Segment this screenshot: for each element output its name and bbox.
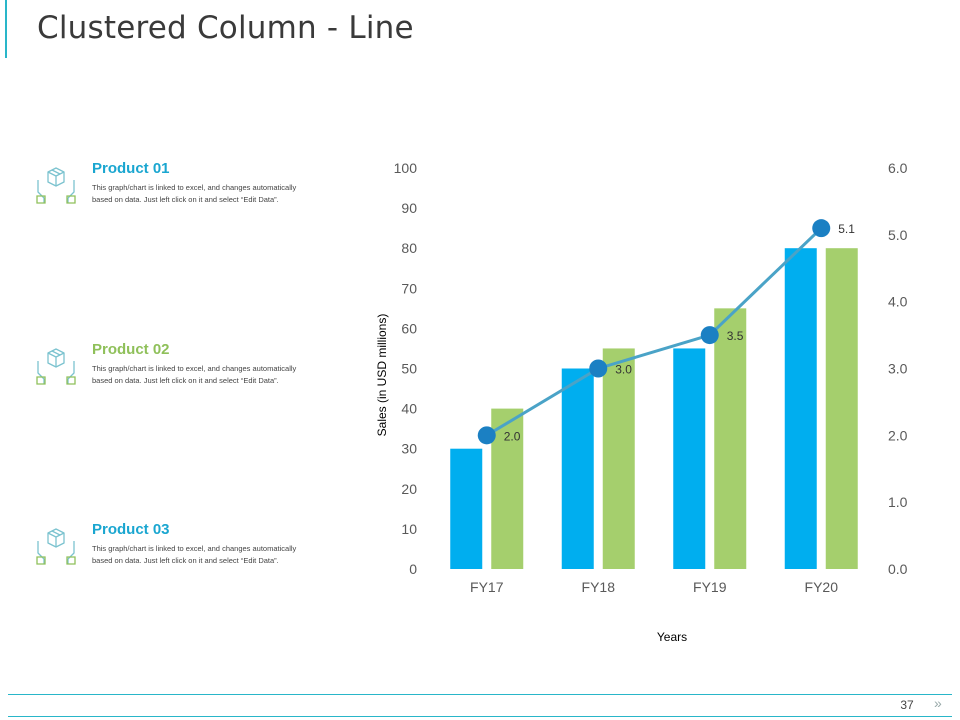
y2-tick-label: 3.0 (888, 361, 908, 377)
y2-tick-label: 5.0 (888, 227, 908, 243)
y-tick-label: 50 (401, 361, 417, 377)
footer-divider-bottom (8, 716, 952, 717)
title-accent-bar (5, 0, 7, 58)
bar-2-fy17 (491, 408, 524, 569)
box-in-hands-icon (36, 528, 76, 565)
chart-line-series: 2.0 3.0 3.5 5.1 (477, 219, 855, 445)
y2-tick-label: 6.0 (888, 160, 908, 176)
x-axis-ticks: FY17 FY18 FY19 FY20 (470, 579, 838, 595)
product-name: Product 01 (92, 160, 170, 177)
box-in-hands-icon (36, 167, 76, 204)
line-point-fy18 (589, 359, 608, 378)
product-description: This graph/chart is linked to excel, and… (92, 364, 297, 385)
y-tick-label: 30 (401, 441, 417, 457)
product-name: Product 02 (92, 341, 170, 358)
left-axis-ticks: 0 10 20 30 40 50 60 70 80 90 100 (394, 160, 418, 577)
x-axis-label: Years (657, 630, 687, 644)
bar-1-fy20 (784, 248, 817, 569)
product-description: This graph/chart is linked to excel, and… (92, 544, 297, 565)
product-description: This graph/chart is linked to excel, and… (92, 183, 297, 204)
bar-1-fy19 (673, 348, 706, 569)
bar-1-fy17 (450, 448, 483, 569)
page-number: 37 (900, 698, 914, 712)
box-in-hands-icon (36, 348, 76, 385)
y2-tick-label: 1.0 (888, 494, 908, 510)
bar-2-fy19 (714, 308, 747, 569)
x-tick-label: FY19 (693, 579, 727, 595)
bar-2-fy20 (825, 248, 858, 569)
y-tick-label: 70 (401, 280, 417, 296)
data-label: 3.5 (727, 329, 744, 343)
y2-tick-label: 4.0 (888, 294, 908, 310)
y-tick-label: 100 (394, 160, 418, 176)
product-name: Product 03 (92, 521, 170, 538)
y-tick-label: 60 (401, 320, 417, 336)
line-point-fy19 (700, 326, 719, 345)
y-tick-label: 20 (401, 481, 417, 497)
y-tick-label: 40 (401, 401, 417, 417)
y-tick-label: 0 (409, 561, 417, 577)
x-tick-label: FY18 (582, 579, 616, 595)
x-tick-label: FY17 (470, 579, 504, 595)
y-tick-label: 10 (401, 521, 417, 537)
chart-bars (450, 248, 858, 569)
y-tick-label: 80 (401, 240, 417, 256)
y-axis-label: Sales (in USD millions) (375, 314, 389, 437)
right-axis-ticks: 0.0 1.0 2.0 3.0 4.0 5.0 6.0 (888, 160, 908, 577)
y2-tick-label: 2.0 (888, 427, 908, 443)
y2-tick-label: 0.0 (888, 561, 908, 577)
x-tick-label: FY20 (805, 579, 839, 595)
data-label: 2.0 (504, 429, 521, 443)
series-line (485, 227, 823, 437)
bar-2-fy18 (602, 348, 635, 569)
line-point-fy20 (812, 219, 831, 238)
bar-1-fy18 (561, 368, 594, 569)
data-label: 3.0 (615, 363, 632, 377)
y-tick-label: 90 (401, 200, 417, 216)
chevron-right-icon[interactable]: » (934, 695, 942, 711)
line-point-fy17 (477, 426, 496, 445)
page-title: Clustered Column - Line (37, 10, 414, 46)
footer-divider-top (8, 694, 952, 695)
data-label: 5.1 (838, 222, 855, 236)
